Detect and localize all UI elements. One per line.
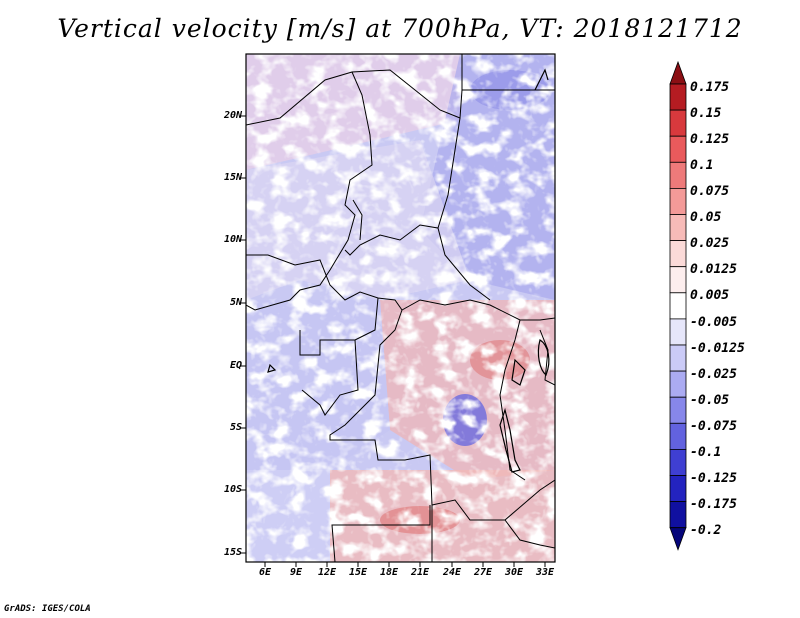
colorbar-label: -0.1: [690, 445, 722, 460]
colorbar-label: 0.15: [690, 106, 722, 121]
map-title: Vertical velocity [m/s] at 700hPa, VT: 2…: [57, 14, 743, 43]
lat-label-10n: 10N: [223, 234, 242, 245]
lon-label-27e: 27E: [473, 567, 493, 578]
colorbar-label: 0.005: [690, 288, 730, 303]
colorbar-label: -0.05: [690, 393, 730, 408]
colorbar-segment: [669, 83, 687, 111]
colorbar-segment: [669, 344, 687, 372]
colorbar-label: -0.0125: [690, 341, 745, 356]
lat-label-eq: EQ: [229, 360, 242, 371]
colorbar-segment: [669, 501, 687, 529]
colorbar: [669, 60, 687, 551]
lat-label-5s: 5S: [229, 422, 242, 433]
lon-label-15e: 15E: [348, 567, 368, 578]
lon-label-30e: 30E: [504, 567, 524, 578]
colorbar-label: 0.025: [690, 236, 730, 251]
lat-label-5n: 5N: [229, 297, 242, 308]
colorbar-label: 0.05: [690, 210, 722, 225]
velocity-field: [246, 54, 555, 562]
colorbar-segment: [669, 396, 687, 424]
lon-label-21e: 21E: [410, 567, 430, 578]
lon-label-9e: 9E: [289, 567, 303, 578]
lakes-coastline: [267, 68, 550, 473]
lon-label-33e: 33E: [535, 567, 555, 578]
colorbar-segment: [669, 318, 687, 346]
colorbar-label: -0.025: [690, 367, 737, 382]
colorbar-segment: [669, 214, 687, 242]
lat-label-10s: 10S: [223, 484, 242, 495]
lon-label-24e: 24E: [442, 567, 462, 578]
colorbar-label: 0.175: [690, 80, 730, 95]
colorbar-segment: [669, 187, 687, 215]
colorbar-segment: [669, 370, 687, 398]
lon-label-18e: 18E: [379, 567, 399, 578]
colorbar-segment: [669, 422, 687, 450]
colorbar-label: 0.075: [690, 184, 730, 199]
colorbar-label: 0.0125: [690, 262, 737, 277]
colorbar-segment: [669, 135, 687, 163]
country-borders: [246, 54, 555, 562]
colorbar-segment: [669, 266, 687, 294]
colorbar-arrow-top: [669, 60, 687, 85]
colorbar-label: -0.005: [690, 315, 737, 330]
colorbar-label: -0.125: [690, 471, 737, 486]
lon-label-12e: 12E: [317, 567, 337, 578]
colorbar-label: -0.075: [690, 419, 737, 434]
grads-credit: GrADS: IGES/COLA: [4, 604, 91, 614]
colorbar-segment: [669, 475, 687, 503]
colorbar-segment: [669, 109, 687, 137]
colorbar-segment: [669, 292, 687, 320]
colorbar-arrow-bottom: [669, 527, 687, 551]
map-frame: [245, 53, 556, 563]
axis-ticks: [241, 115, 546, 567]
colorbar-segment: [669, 240, 687, 268]
lon-label-6e: 6E: [258, 567, 272, 578]
colorbar-label: 0.1: [690, 158, 714, 173]
lat-label-15s: 15S: [223, 547, 242, 558]
colorbar-label: 0.125: [690, 132, 730, 147]
colorbar-segment: [669, 161, 687, 189]
lat-label-15n: 15N: [223, 172, 242, 183]
lat-label-20n: 20N: [223, 110, 242, 121]
colorbar-label: -0.2: [690, 523, 722, 538]
colorbar-label: -0.175: [690, 497, 737, 512]
colorbar-segment: [669, 448, 687, 476]
